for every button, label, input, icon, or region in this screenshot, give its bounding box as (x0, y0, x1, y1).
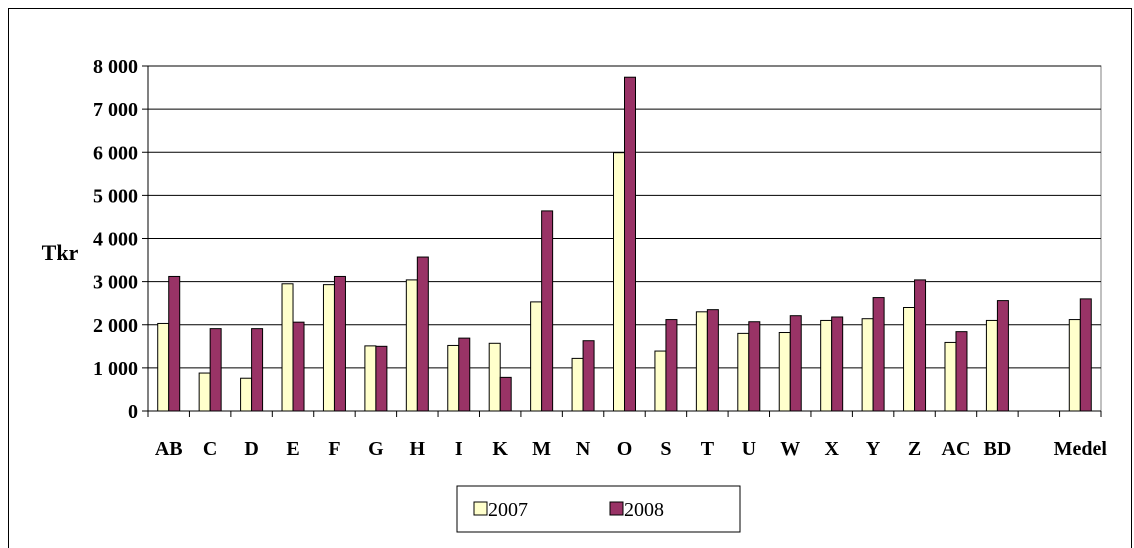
bar-2007-Y (861, 318, 874, 412)
bar-2008-AB (168, 275, 181, 412)
x-category-label: I (455, 438, 463, 460)
x-category-label: AC (942, 438, 971, 460)
legend: 2007 2008 (456, 485, 741, 533)
bar-2008-Z (914, 279, 927, 412)
bar-2008-Y (872, 297, 885, 412)
bar-2008-I (458, 337, 471, 412)
legend-label-2007: 2007 (488, 499, 528, 521)
axes (142, 65, 1102, 417)
bar-2008-W (789, 315, 802, 412)
x-category-label: Medel (1054, 438, 1108, 460)
bar-2008-D (251, 328, 264, 412)
x-category-label: N (576, 438, 591, 460)
y-tick-label: 1 000 (93, 358, 138, 380)
bar-2008-M (541, 210, 554, 412)
x-category-label: G (368, 438, 384, 460)
x-category-label: X (824, 438, 839, 460)
x-category-labels: AB C D E F G H I K M N O S T U W X Y Z AC BD Medel (155, 438, 1108, 460)
bar-2007-AB (157, 322, 170, 412)
bar-2007-O (613, 152, 625, 412)
x-category-label: W (780, 438, 800, 460)
bar-2008-T (706, 309, 719, 412)
legend-label-2008: 2008 (624, 499, 664, 521)
bar-2008-N (582, 340, 595, 412)
bar-2007-D (240, 377, 253, 412)
x-category-label: C (203, 438, 217, 460)
x-category-label: F (328, 438, 340, 460)
x-category-label: M (532, 438, 551, 460)
bar-2007-W (778, 332, 791, 412)
bar-2007-H (405, 279, 418, 412)
bar-2008-S (665, 319, 678, 412)
bar-2008-AC (955, 331, 968, 412)
bar-2008-F (333, 275, 346, 412)
x-category-label: S (660, 438, 671, 460)
y-tick-label: 8 000 (93, 56, 138, 78)
bar-2007-K (488, 342, 501, 412)
bar-2008-H (416, 256, 429, 412)
bar-2008-O (624, 76, 636, 412)
bar-2008-Medel (1079, 298, 1092, 412)
legend-swatch-2007 (473, 501, 488, 516)
bar-2007-AC (944, 341, 957, 412)
x-category-label: E (286, 438, 299, 460)
bar-2008-E (292, 321, 305, 412)
legend-swatch-2008 (609, 501, 624, 516)
y-tick-label: 5 000 (93, 185, 138, 207)
y-tick-label: 6 000 (93, 142, 138, 164)
x-category-label: D (244, 438, 258, 460)
bar-2008-C (209, 328, 222, 412)
bar-2007-Medel (1068, 319, 1081, 412)
bar-2007-BD (985, 319, 998, 412)
bar-2007-C (198, 372, 211, 412)
x-category-label: T (701, 438, 715, 460)
x-category-label: U (742, 438, 756, 460)
y-axis-label: Tkr (42, 240, 79, 265)
y-tick-labels: 0 1 000 2 000 3 000 4 000 5 000 6 000 7 000 8 00… (93, 56, 138, 423)
y-tick-label: 4 000 (93, 229, 138, 251)
x-category-label: H (410, 438, 426, 460)
bar-2007-U (737, 332, 750, 412)
y-tick-label: 7 000 (93, 99, 138, 121)
bar-2007-G (364, 345, 377, 412)
bar-2007-I (447, 344, 460, 412)
x-category-label: BD (984, 438, 1012, 460)
bar-2007-X (820, 319, 833, 412)
x-category-label: Z (908, 438, 921, 460)
y-tick-label: 0 (128, 401, 138, 423)
bar-2007-S (654, 350, 667, 412)
y-tick-label: 3 000 (93, 272, 138, 294)
bar-2007-F (322, 284, 335, 412)
x-category-label: AB (155, 438, 183, 460)
bar-2008-X (831, 316, 844, 412)
bar-2007-T (695, 311, 708, 412)
bar-2008-G (375, 345, 388, 412)
bar-2008-BD (996, 300, 1009, 412)
x-category-label: Y (866, 438, 881, 460)
x-category-label: K (492, 438, 508, 460)
bar-2007-E (281, 283, 294, 412)
x-category-label: O (617, 438, 633, 460)
bar-2007-N (571, 357, 584, 412)
y-tick-label: 2 000 (93, 315, 138, 337)
bar-2007-Z (903, 307, 916, 412)
bar-2008-K (499, 376, 512, 412)
bar-2008-U (748, 321, 761, 412)
legend-box (456, 485, 741, 533)
bar-2007-M (530, 301, 543, 412)
